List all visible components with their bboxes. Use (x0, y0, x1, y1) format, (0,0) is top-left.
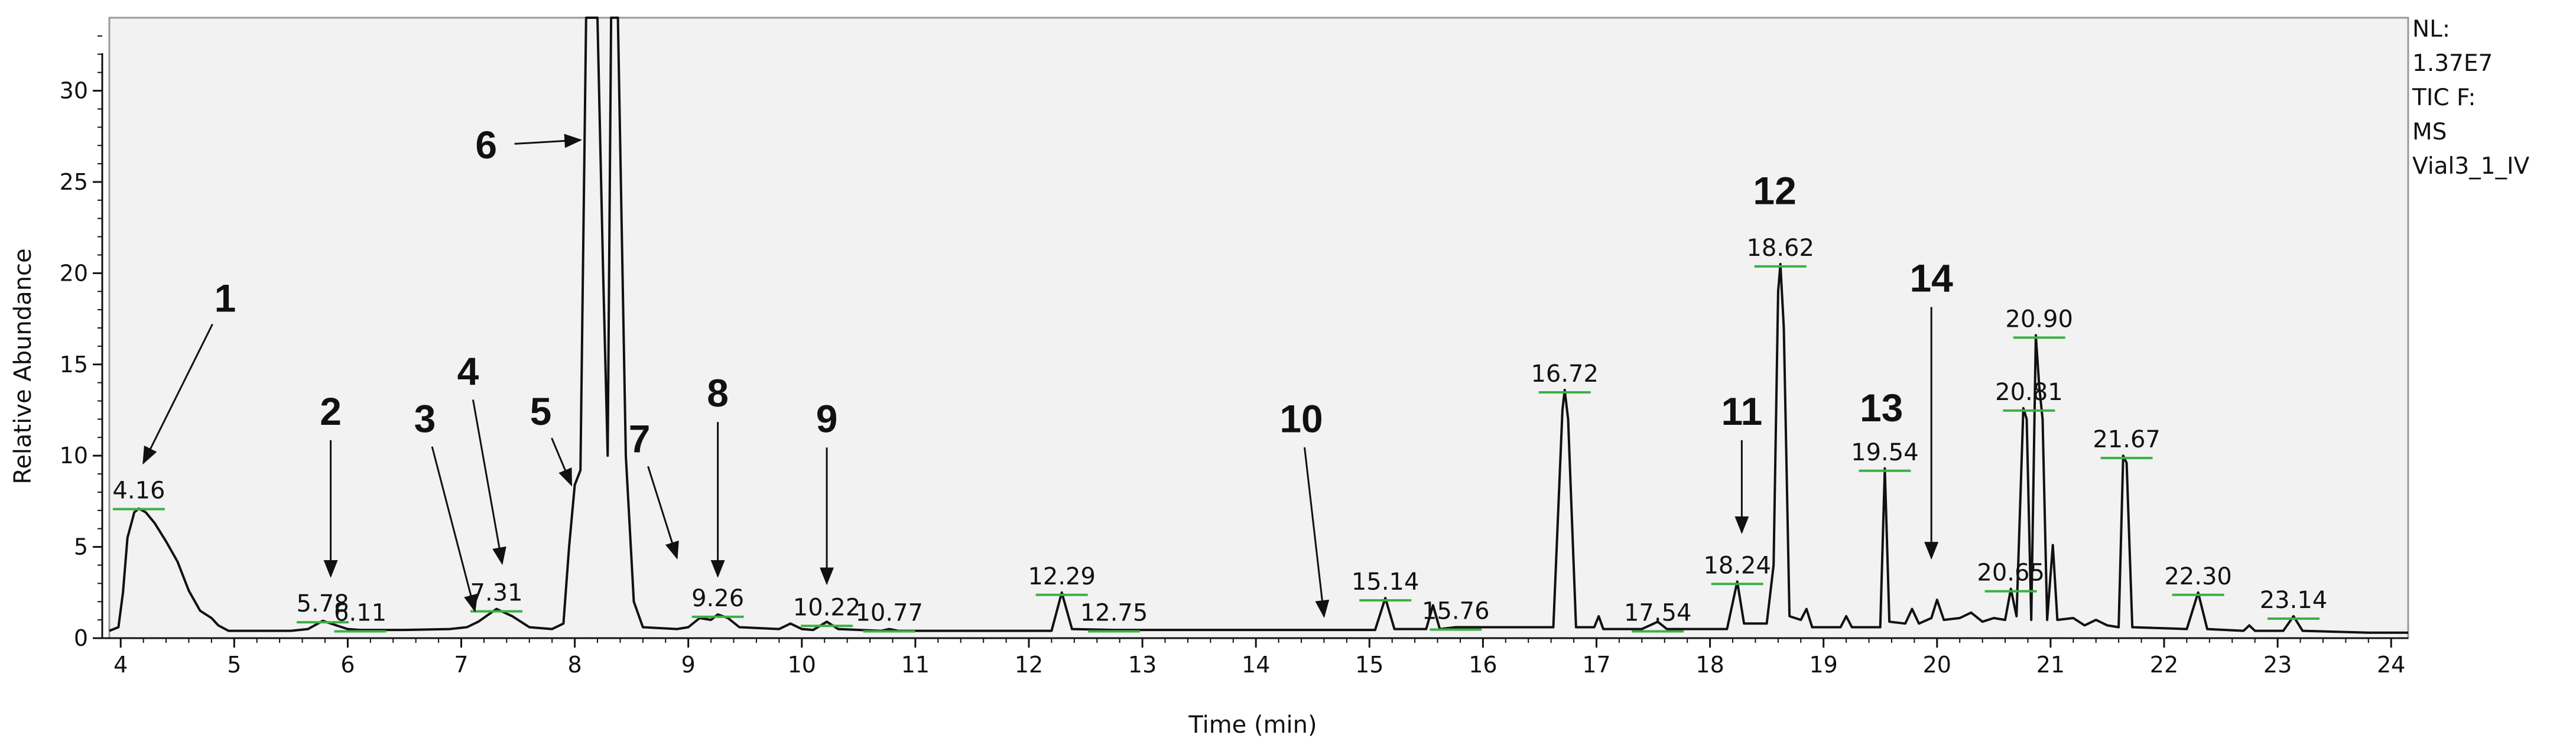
annotation-label: 9 (816, 396, 838, 440)
x-tick-label: 17 (1582, 652, 1610, 678)
annotation-arrow (472, 399, 506, 565)
x-tick-label: 18 (1695, 652, 1724, 678)
annotation-arrow (647, 466, 679, 560)
annotation-arrow (551, 437, 573, 487)
info-line: Vial3_1_IV (2412, 153, 2530, 180)
peak-label: 20.65 (1977, 560, 2045, 587)
annotation-label: 14 (1909, 256, 1953, 300)
x-tick-label: 8 (568, 652, 582, 678)
annotation-label: 12 (1753, 168, 1796, 212)
x-tick-label: 23 (2263, 652, 2292, 678)
x-tick-label: 16 (1469, 652, 1497, 678)
peak-label: 17.54 (1624, 600, 1692, 627)
peak-label: 6.11 (334, 600, 386, 627)
peak-label: 7.31 (470, 580, 523, 607)
info-line: 1.37E7 (2412, 50, 2493, 77)
x-tick-label: 11 (901, 652, 930, 678)
axes: 4 5 6 7 8 9 10 11 12 13 14 15 16 17 18 19 20 21 22 23 240510… (60, 35, 2408, 678)
annotation-label: 1 (215, 277, 236, 320)
x-tick-label: 24 (2377, 652, 2405, 678)
x-tick-label: 20 (1923, 652, 1951, 678)
annotation-label: 11 (1721, 389, 1762, 433)
peak-label: 15.14 (1352, 568, 1419, 596)
info-line: NL: (2412, 16, 2450, 43)
peak-label: 21.67 (2093, 426, 2161, 453)
peak-label: 18.62 (1746, 235, 1814, 262)
annotation-label: 10 (1279, 396, 1323, 440)
annotation-label: 6 (475, 123, 497, 167)
y-tick-label: 25 (60, 169, 88, 195)
tic-trace-line (109, 17, 2408, 634)
y-tick-label: 0 (74, 625, 88, 651)
y-tick-label: 30 (60, 78, 88, 104)
info-line: MS (2412, 119, 2447, 145)
peak-label: 16.72 (1531, 360, 1599, 388)
annotation-label: 13 (1860, 386, 1903, 430)
x-tick-label: 10 (788, 652, 816, 678)
peak-label: 10.22 (793, 594, 861, 621)
annotation-arrow (142, 323, 213, 465)
peak-label: 18.24 (1703, 552, 1771, 579)
series-group (109, 17, 2408, 634)
x-tick-label: 19 (1810, 652, 1838, 678)
info-block: NL: 1.37E7 TIC F: MS Vial3_1_IV (2412, 16, 2530, 180)
annotation-arrow (1304, 447, 1330, 618)
x-tick-label: 14 (1242, 652, 1270, 678)
plot-area (108, 17, 2409, 639)
annotation-label: 4 (457, 349, 479, 393)
annotation-label: 3 (414, 396, 436, 440)
annotation-label: 2 (320, 389, 342, 433)
peak-label: 19.54 (1851, 439, 1919, 466)
x-tick-label: 9 (681, 652, 696, 678)
peak-label: 4.16 (112, 477, 165, 505)
x-tick-label: 12 (1015, 652, 1043, 678)
peak-label: 23.14 (2260, 587, 2328, 614)
annotation-label: 5 (530, 389, 552, 433)
y-tick-label: 10 (60, 443, 88, 469)
y-tick-label: 20 (60, 260, 88, 286)
x-tick-label: 4 (113, 652, 128, 678)
x-axis-title: Time (min) (1188, 711, 1317, 739)
x-tick-label: 7 (454, 652, 468, 678)
x-tick-label: 13 (1128, 652, 1157, 678)
peak-label: 12.75 (1080, 600, 1148, 627)
peak-label: 15.76 (1422, 597, 1490, 625)
info-line: TIC F: (2412, 84, 2476, 111)
x-tick-label: 6 (340, 652, 355, 678)
x-tick-label: 5 (227, 652, 241, 678)
peak-label: 5.78 (297, 590, 349, 617)
annotation-label: 7 (629, 417, 651, 460)
peak-label: 20.90 (2005, 305, 2073, 333)
peak-label: 9.26 (691, 585, 744, 612)
annotation-arrow (514, 134, 583, 148)
annotation-arrow (431, 446, 478, 613)
annotation-label: 8 (707, 371, 729, 415)
y-tick-label: 15 (60, 352, 88, 378)
peak-label: 10.77 (855, 600, 923, 627)
peak-label: 22.30 (2164, 563, 2232, 590)
x-tick-label: 21 (2036, 652, 2065, 678)
x-tick-label: 15 (1355, 652, 1383, 678)
y-tick-label: 5 (74, 534, 88, 560)
x-tick-label: 22 (2150, 652, 2178, 678)
y-axis-title: Relative Abundance (9, 248, 37, 484)
peak-label: 12.29 (1028, 563, 1096, 590)
peak-label: 20.81 (1995, 379, 2063, 406)
